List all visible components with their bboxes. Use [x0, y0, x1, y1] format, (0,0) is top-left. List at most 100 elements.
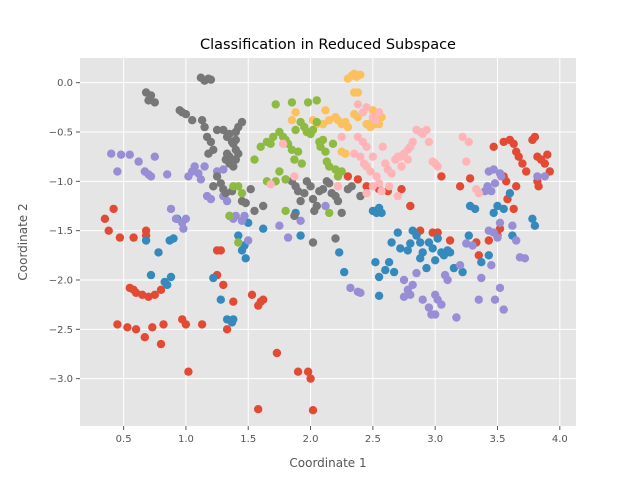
data-point	[422, 263, 431, 273]
data-point	[325, 162, 334, 171]
data-point	[489, 142, 498, 151]
data-point	[408, 137, 417, 147]
data-point	[343, 172, 353, 181]
data-point	[216, 295, 225, 304]
data-point	[458, 132, 467, 142]
data-point	[291, 108, 300, 117]
data-point	[212, 172, 222, 181]
data-point	[356, 70, 365, 80]
data-point	[353, 175, 363, 184]
y-tick-label: 0.0	[57, 78, 73, 89]
data-point	[308, 238, 318, 247]
data-point	[399, 292, 409, 301]
data-point	[229, 315, 238, 324]
data-point	[179, 224, 188, 233]
data-point	[229, 297, 238, 306]
data-point	[540, 159, 549, 168]
data-point	[495, 283, 505, 293]
data-point	[374, 291, 384, 300]
data-point	[181, 214, 191, 223]
data-point	[337, 167, 346, 176]
data-point	[325, 208, 334, 218]
x-tick-label: 3.5	[490, 434, 506, 445]
data-point	[387, 238, 396, 247]
data-point	[259, 295, 268, 304]
data-point	[109, 204, 118, 214]
data-point	[166, 272, 176, 282]
data-point	[181, 110, 191, 119]
data-point	[290, 155, 299, 164]
data-point	[333, 182, 343, 191]
data-point	[188, 116, 197, 125]
data-point	[490, 179, 500, 188]
data-point	[406, 201, 415, 211]
data-point	[321, 106, 330, 115]
data-point	[403, 246, 412, 255]
data-point	[113, 320, 122, 329]
data-point	[150, 152, 159, 161]
y-tick-label: −2.5	[49, 325, 73, 336]
data-point	[437, 172, 446, 181]
data-point	[464, 137, 473, 147]
data-point	[422, 125, 431, 135]
data-point	[474, 295, 483, 304]
data-point	[318, 135, 328, 145]
data-point	[169, 234, 178, 243]
x-tick-label: 3.0	[427, 434, 443, 445]
x-tick-label: 0.5	[116, 434, 132, 445]
data-point	[412, 268, 421, 278]
chart-title: Classification in Reduced Subspace	[200, 37, 456, 53]
data-point	[275, 221, 284, 230]
data-point	[197, 320, 207, 329]
data-point	[146, 270, 156, 280]
data-point	[495, 224, 505, 233]
data-point	[424, 303, 434, 312]
data-point	[325, 179, 334, 188]
data-point	[468, 241, 477, 250]
data-point	[229, 162, 238, 171]
data-point	[418, 295, 427, 304]
data-point	[366, 167, 375, 176]
data-point	[306, 374, 315, 383]
data-point	[455, 182, 465, 191]
data-point	[291, 125, 300, 135]
data-point	[474, 251, 483, 260]
data-point	[397, 162, 406, 171]
data-point	[293, 147, 303, 156]
data-point	[290, 211, 299, 221]
data-point	[209, 182, 218, 191]
data-point	[290, 172, 299, 181]
data-point	[499, 305, 508, 314]
data-point	[356, 288, 365, 297]
y-tick-label: −2.0	[49, 275, 73, 286]
data-point	[200, 122, 209, 132]
data-point	[141, 236, 151, 245]
data-point	[116, 150, 126, 159]
series-3	[141, 73, 365, 247]
data-point	[393, 228, 402, 237]
data-point	[222, 325, 232, 334]
data-point	[408, 280, 417, 290]
data-point	[474, 189, 483, 198]
data-point	[362, 103, 371, 112]
data-point	[254, 405, 263, 414]
y-tick-label: −1.0	[49, 177, 73, 188]
data-point	[184, 367, 193, 376]
data-point	[113, 167, 122, 176]
data-point	[484, 236, 493, 245]
data-point	[283, 233, 293, 242]
data-point	[146, 172, 156, 181]
data-point	[424, 137, 434, 147]
data-point	[331, 234, 340, 243]
data-point	[234, 231, 243, 240]
data-point	[341, 149, 350, 158]
data-point	[533, 172, 542, 181]
data-point	[540, 172, 549, 181]
data-point	[104, 226, 113, 235]
data-point	[234, 238, 243, 247]
data-point	[433, 234, 442, 243]
data-point	[312, 117, 321, 127]
data-point	[303, 98, 313, 107]
data-point	[462, 157, 471, 166]
